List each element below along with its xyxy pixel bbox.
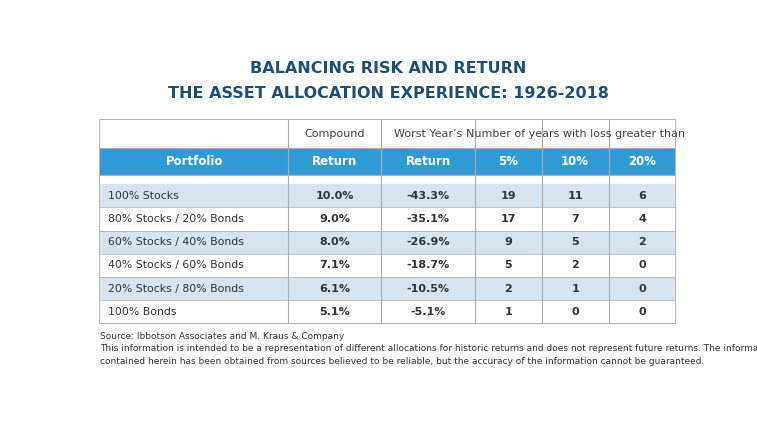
- Text: 5%: 5%: [498, 155, 519, 168]
- Text: BALANCING RISK AND RETURN: BALANCING RISK AND RETURN: [250, 61, 526, 76]
- Text: -43.3%: -43.3%: [407, 191, 450, 201]
- Text: 10%: 10%: [561, 155, 589, 168]
- Text: -18.7%: -18.7%: [407, 260, 450, 271]
- Text: THE ASSET ALLOCATION EXPERIENCE: 1926-2018: THE ASSET ALLOCATION EXPERIENCE: 1926-20…: [167, 86, 609, 101]
- Bar: [101, 254, 675, 277]
- Text: Source: Ibbotson Associates and M. Kraus & Company
This information is intended : Source: Ibbotson Associates and M. Kraus…: [101, 331, 757, 366]
- Text: Worst Year’s: Worst Year’s: [394, 129, 463, 139]
- Text: 1: 1: [504, 307, 512, 317]
- Text: 0: 0: [572, 307, 579, 317]
- Text: 7: 7: [572, 214, 579, 224]
- Text: 20%: 20%: [628, 155, 656, 168]
- Text: 4: 4: [638, 214, 646, 224]
- Text: 17: 17: [500, 214, 516, 224]
- Text: Return: Return: [406, 155, 450, 168]
- Text: 100% Bonds: 100% Bonds: [107, 307, 176, 317]
- Text: 0: 0: [638, 284, 646, 294]
- Text: 19: 19: [500, 191, 516, 201]
- Text: 5.1%: 5.1%: [319, 307, 350, 317]
- Text: 40% Stocks / 60% Bonds: 40% Stocks / 60% Bonds: [107, 260, 244, 271]
- Text: Number of years with loss greater than: Number of years with loss greater than: [466, 129, 685, 139]
- Text: 0: 0: [638, 260, 646, 271]
- Text: 1: 1: [572, 284, 579, 294]
- Text: 10.0%: 10.0%: [316, 191, 354, 201]
- Bar: [101, 277, 675, 300]
- Bar: [101, 184, 675, 207]
- Text: 11: 11: [568, 191, 583, 201]
- Text: 0: 0: [638, 307, 646, 317]
- Text: 7.1%: 7.1%: [319, 260, 350, 271]
- Text: 9.0%: 9.0%: [319, 214, 350, 224]
- Text: Compound: Compound: [304, 129, 365, 139]
- Text: 2: 2: [504, 284, 512, 294]
- Bar: [101, 230, 675, 254]
- Text: 60% Stocks / 40% Bonds: 60% Stocks / 40% Bonds: [107, 237, 244, 247]
- Text: 9: 9: [504, 237, 512, 247]
- Text: 80% Stocks / 20% Bonds: 80% Stocks / 20% Bonds: [107, 214, 244, 224]
- Text: 6: 6: [638, 191, 646, 201]
- Bar: [101, 149, 675, 175]
- Text: 8.0%: 8.0%: [319, 237, 350, 247]
- Text: 6.1%: 6.1%: [319, 284, 350, 294]
- Text: -26.9%: -26.9%: [407, 237, 450, 247]
- Text: Return: Return: [312, 155, 357, 168]
- Text: 20% Stocks / 80% Bonds: 20% Stocks / 80% Bonds: [107, 284, 244, 294]
- Text: -35.1%: -35.1%: [407, 214, 450, 224]
- Text: 100% Stocks: 100% Stocks: [107, 191, 179, 201]
- Text: -10.5%: -10.5%: [407, 284, 450, 294]
- Bar: [101, 120, 675, 149]
- Bar: [101, 300, 675, 323]
- Text: 5: 5: [572, 237, 579, 247]
- Text: -5.1%: -5.1%: [410, 307, 446, 317]
- Text: 5: 5: [504, 260, 512, 271]
- Text: Portfolio: Portfolio: [165, 155, 223, 168]
- Bar: [101, 175, 675, 184]
- Text: 2: 2: [638, 237, 646, 247]
- Bar: [101, 207, 675, 230]
- Text: 2: 2: [572, 260, 579, 271]
